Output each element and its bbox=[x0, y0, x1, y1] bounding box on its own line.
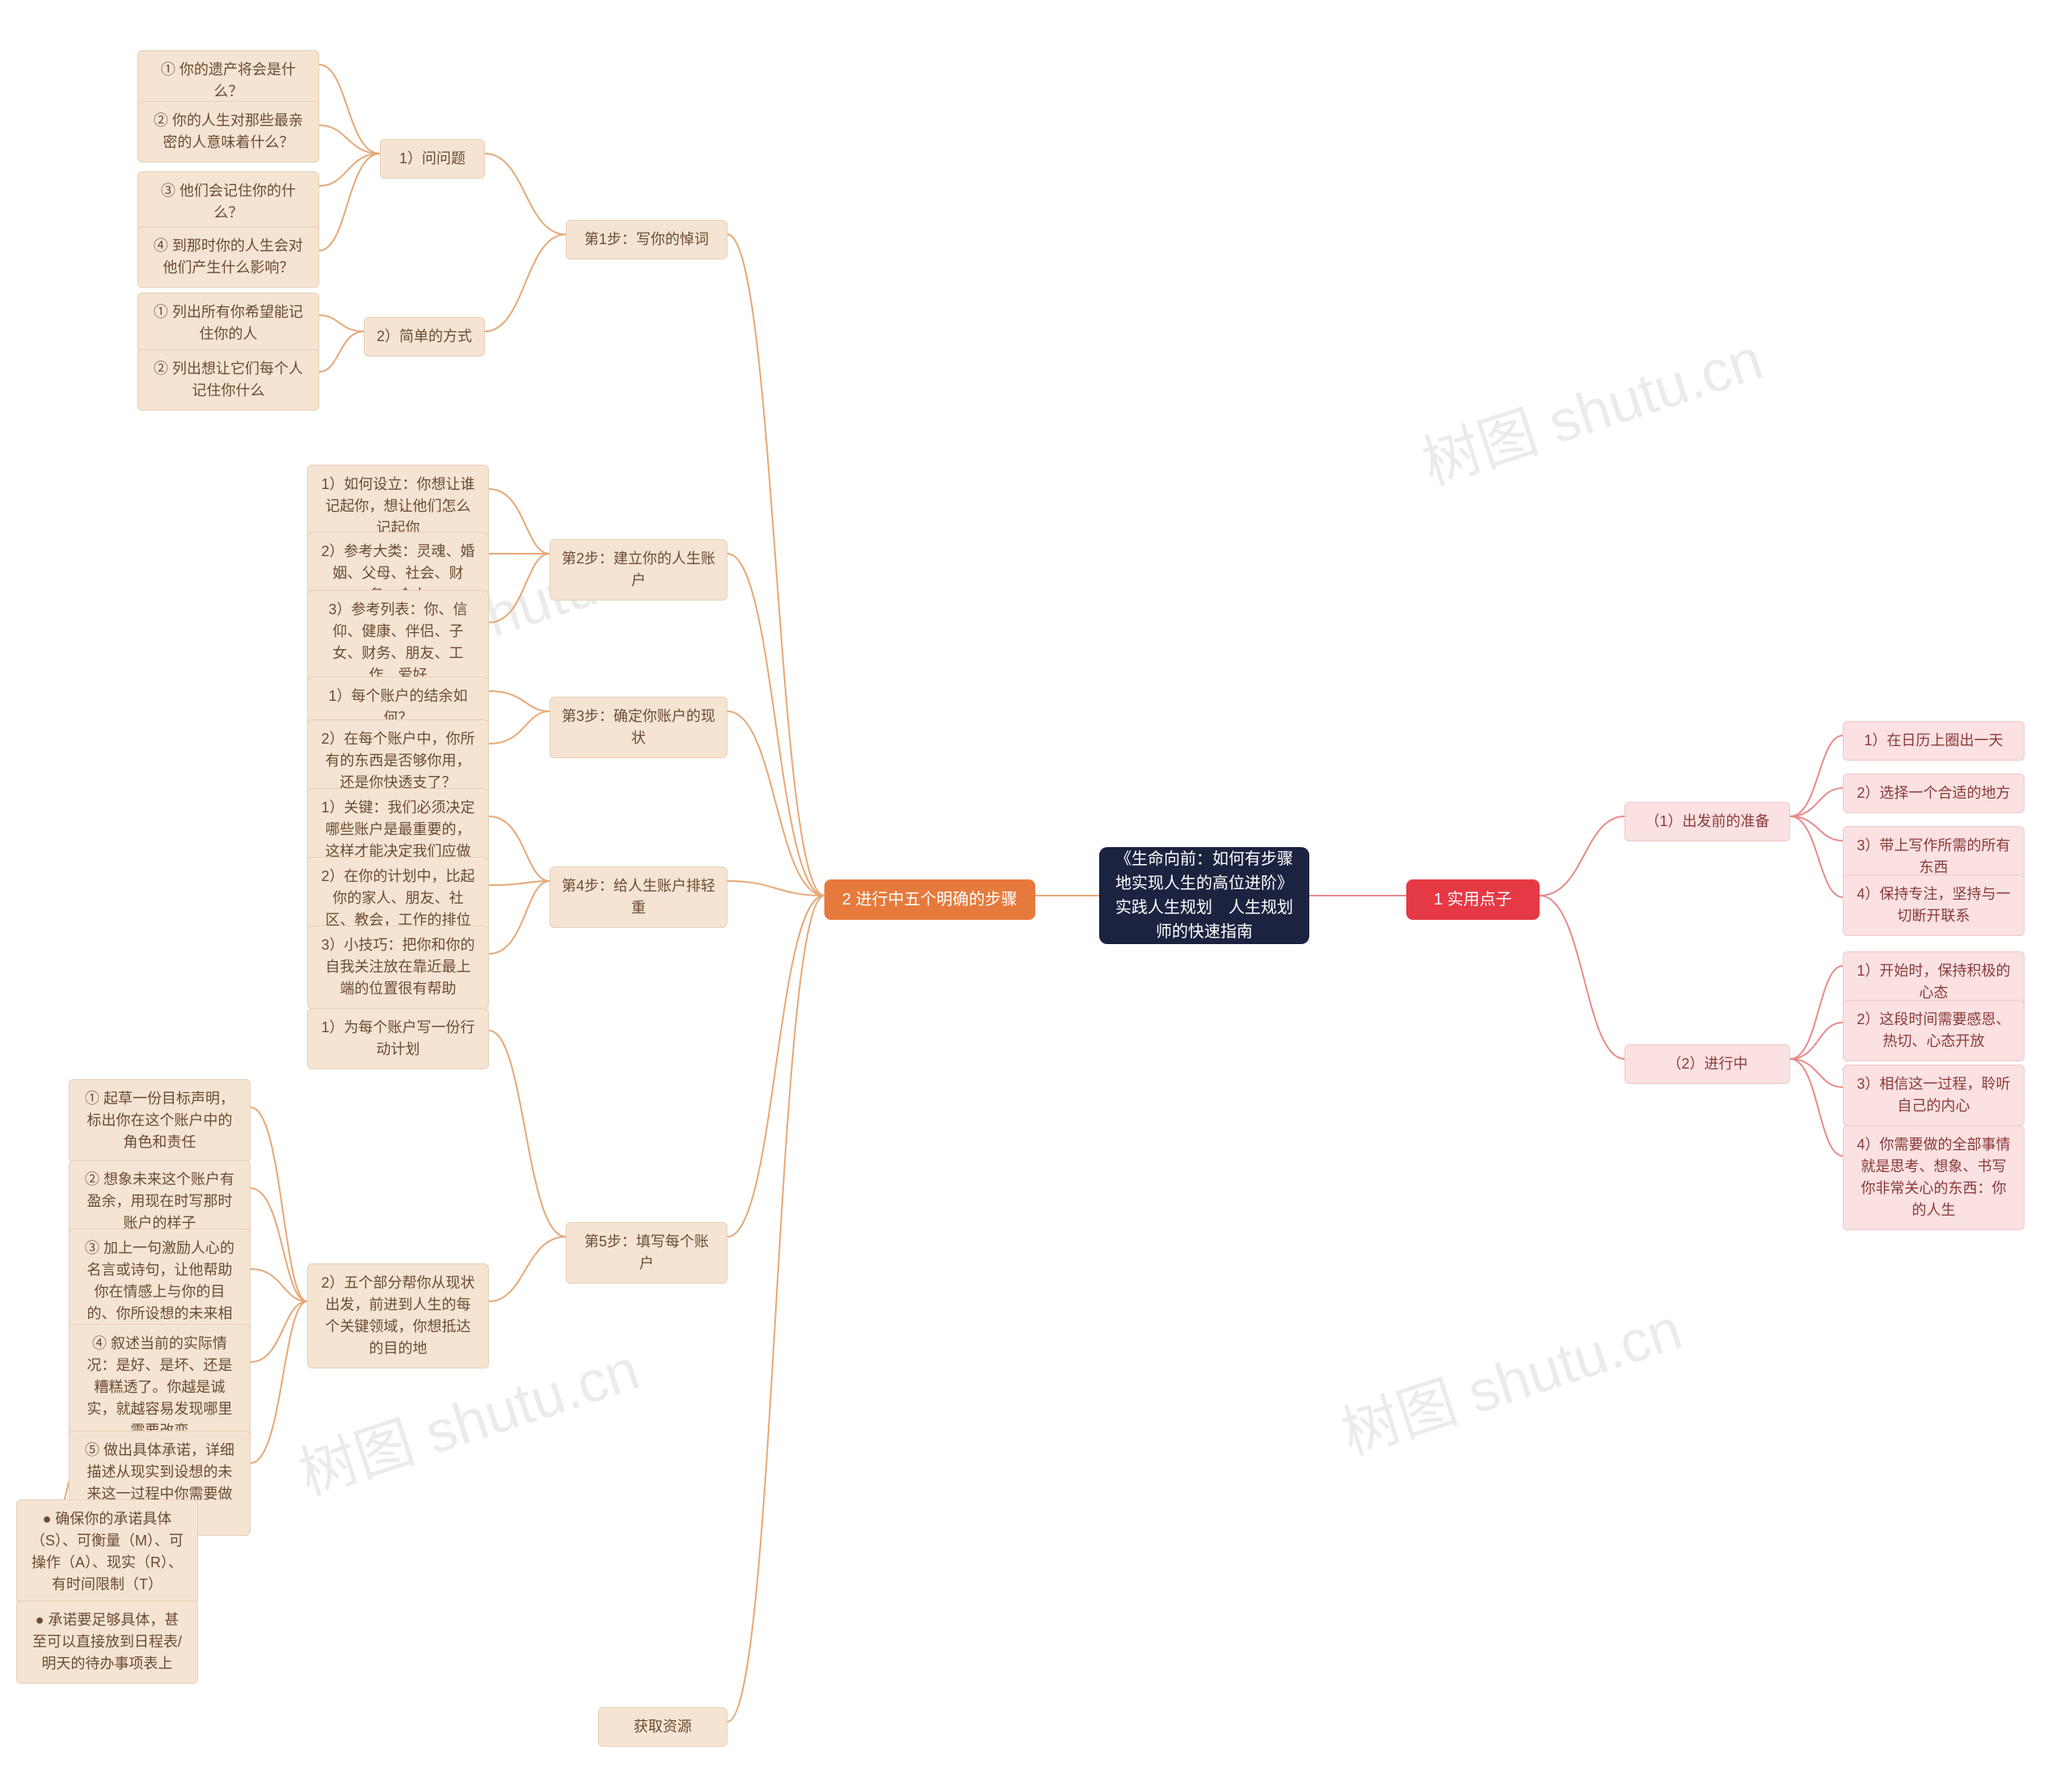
leaf[interactable]: ① 起草一份目标声明，标出你在这个账户中的角色和责任 bbox=[69, 1079, 251, 1162]
step1-a[interactable]: 1）问问题 bbox=[380, 139, 485, 179]
root-node[interactable]: 《生命向前：如何有步骤地实现人生的高位进阶》实践人生规划 人生规划师的快速指南 bbox=[1099, 847, 1309, 944]
leaf[interactable]: 3）小技巧：把你和你的自我关注放在靠近最上端的位置很有帮助 bbox=[307, 926, 489, 1009]
leaf[interactable]: ④ 到那时你的人生会对他们产生什么影响？ bbox=[137, 226, 319, 288]
watermark: 树图 shutu.cn bbox=[1410, 311, 1771, 501]
leaf[interactable]: 4）你需要做的全部事情就是思考、想象、书写你非常关心的东西：你的人生 bbox=[1843, 1125, 2025, 1230]
red-a[interactable]: （1）出发前的准备 bbox=[1624, 802, 1790, 841]
step-1[interactable]: 第1步：写你的悼词 bbox=[566, 220, 727, 259]
branch-orange[interactable]: 2 进行中五个明确的步骤 bbox=[824, 879, 1035, 920]
leaf[interactable]: ② 列出想让它们每个人记住你什么 bbox=[137, 349, 319, 411]
leaf[interactable]: ● 确保你的承诺具体（S）、可衡量（M）、可操作（A）、现实（R）、有时间限制（… bbox=[16, 1499, 198, 1604]
leaf[interactable]: 4）保持专注，坚持与一切断开联系 bbox=[1843, 875, 2025, 936]
leaf[interactable]: 2）这段时间需要感恩、热切、心态开放 bbox=[1843, 1000, 2025, 1061]
branch-red[interactable]: 1 实用点子 bbox=[1406, 879, 1540, 920]
step-6[interactable]: 获取资源 bbox=[598, 1707, 727, 1747]
leaf[interactable]: ① 列出所有你希望能记住你的人 bbox=[137, 293, 319, 354]
step1-b[interactable]: 2）简单的方式 bbox=[364, 317, 485, 356]
watermark: 树图 shutu.cn bbox=[1329, 1281, 1690, 1471]
leaf[interactable]: ● 承诺要足够具体，甚至可以直接放到日程表/明天的待办事项表上 bbox=[16, 1600, 198, 1684]
step-4[interactable]: 第4步：给人生账户排轻重 bbox=[550, 866, 727, 928]
step-3[interactable]: 第3步：确定你账户的现状 bbox=[550, 697, 727, 758]
step-2[interactable]: 第2步：建立你的人生账户 bbox=[550, 539, 727, 601]
leaf[interactable]: ③ 他们会记住你的什么？ bbox=[137, 171, 319, 233]
step5-a[interactable]: 1）为每个账户写一份行动计划 bbox=[307, 1008, 489, 1069]
step5-b[interactable]: 2）五个部分帮你从现状出发，前进到人生的每个关键领域，你想抵达的目的地 bbox=[307, 1263, 489, 1368]
leaf[interactable]: 2）选择一个合适的地方 bbox=[1843, 774, 2025, 813]
leaf[interactable]: 1）在日历上圈出一天 bbox=[1843, 721, 2025, 761]
leaf[interactable]: ② 你的人生对那些最亲密的人意味着什么？ bbox=[137, 101, 319, 162]
leaf[interactable]: 3）相信这一过程，聆听自己的内心 bbox=[1843, 1065, 2025, 1126]
red-b[interactable]: （2）进行中 bbox=[1624, 1044, 1790, 1084]
step-5[interactable]: 第5步：填写每个账户 bbox=[566, 1222, 727, 1284]
